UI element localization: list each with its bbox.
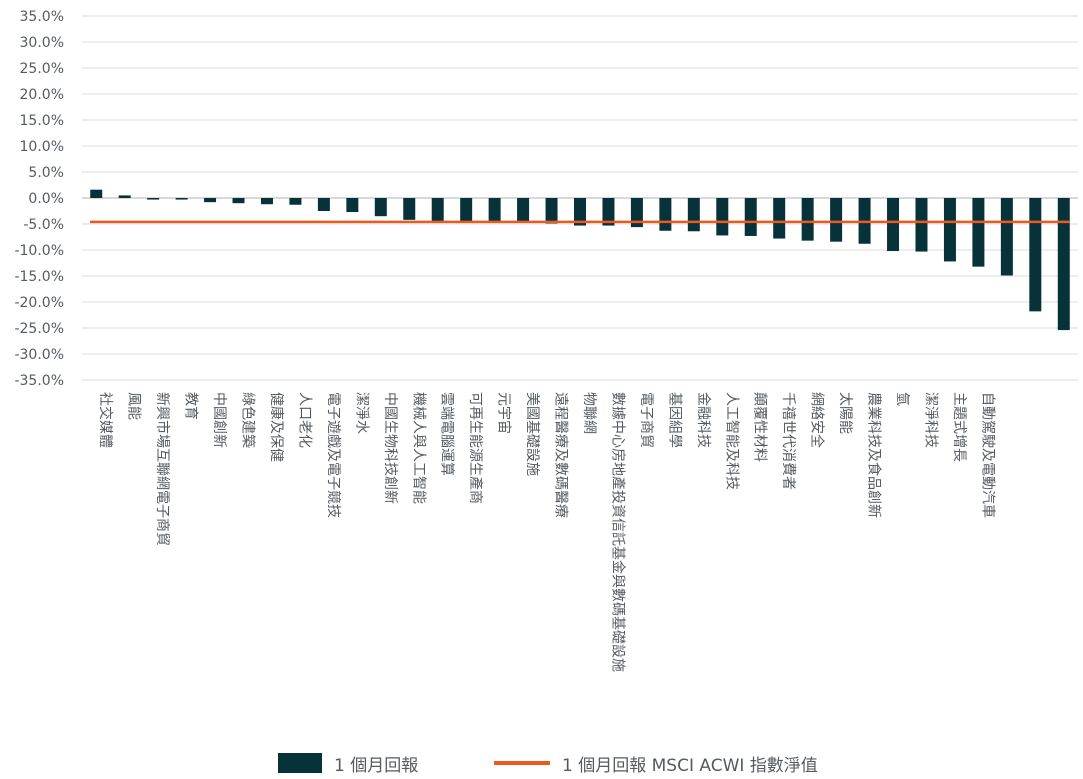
- y-tick-label: 0.0%: [28, 191, 64, 207]
- x-tick-label: 雲端電腦運算: [439, 392, 455, 476]
- legend-label-bar: 1 個月回報: [334, 755, 419, 776]
- bar: [773, 198, 786, 239]
- bar: [1000, 198, 1013, 276]
- bar: [175, 198, 188, 200]
- bar: [90, 189, 103, 198]
- x-tick-label: 物聯網: [581, 392, 597, 434]
- y-tick-label: 30.0%: [20, 35, 64, 51]
- x-tick-label: 美國基礎設施: [524, 392, 541, 476]
- x-tick-label: 機械人與人工智能: [410, 392, 426, 504]
- bar: [403, 198, 416, 220]
- bar: [1029, 198, 1042, 312]
- bar: [630, 198, 643, 228]
- x-tick-label: 風能: [126, 392, 142, 420]
- x-tick-label: 可再生能源生產商: [467, 392, 484, 504]
- bar: [517, 198, 530, 223]
- bar: [1057, 198, 1070, 331]
- x-tick-label: 社交媒體: [97, 392, 114, 448]
- x-tick-label: 網絡安全: [809, 392, 826, 448]
- bar: [687, 198, 700, 232]
- x-tick-label: 數據中心房地產投資信託基金與數碼基礎設施: [609, 392, 626, 672]
- x-tick-label: 潔淨科技: [922, 392, 938, 448]
- legend: 1 個月回報 1 個月回報 MSCI ACWI 指數淨值: [0, 748, 1083, 778]
- x-tick-label: 電子商貿: [638, 392, 654, 448]
- legend-item-bar: 1 個月回報: [278, 748, 418, 778]
- bar: [204, 198, 217, 203]
- x-tick-label: 人工智能及科技: [723, 392, 739, 490]
- bar: [118, 195, 131, 198]
- y-tick-label: -20.0%: [14, 295, 64, 311]
- bar: [659, 198, 672, 231]
- bar: [574, 198, 586, 226]
- bar: [602, 198, 615, 226]
- x-tick-label: 主題式增長: [951, 392, 967, 462]
- x-tick-label: 教育: [183, 392, 199, 420]
- x-tick-label: 太陽能: [837, 392, 853, 434]
- x-tick-label: 中國生物科技創新: [382, 392, 398, 504]
- bar: [460, 198, 473, 222]
- legend-item-line: 1 個月回報 MSCI ACWI 指數淨值: [494, 748, 818, 778]
- x-tick-label: 潔淨水: [353, 392, 369, 434]
- bar: [943, 198, 956, 262]
- bar: [915, 198, 928, 252]
- y-tick-label: -30.0%: [14, 347, 64, 363]
- bar: [972, 198, 985, 267]
- x-tick-label: 自動駕駛及電動汽車: [979, 392, 996, 518]
- bar: [232, 198, 245, 204]
- x-tick-label: 千禧世代消費者: [780, 392, 796, 490]
- x-tick-label: 農業科技及食品創新: [866, 392, 883, 518]
- bar: [431, 198, 444, 222]
- x-tick-label: 基因組學: [666, 392, 683, 448]
- bar: [744, 198, 757, 236]
- y-tick-label: -15.0%: [14, 269, 64, 285]
- bar: [346, 198, 359, 213]
- x-tick-label: 元宇宙: [496, 392, 512, 434]
- legend-swatch-line: [494, 761, 550, 765]
- bar: [260, 198, 273, 205]
- y-tick-label: -25.0%: [14, 321, 64, 337]
- y-tick-label: -35.0%: [14, 373, 64, 389]
- bar: [147, 198, 160, 200]
- x-tick-label: 氫: [894, 392, 910, 406]
- y-tick-label: -5.0%: [23, 217, 64, 233]
- y-tick-label: 15.0%: [20, 113, 64, 129]
- x-tick-label: 人口老化: [296, 392, 312, 448]
- y-tick-label: -10.0%: [14, 243, 64, 259]
- bar: [716, 198, 729, 236]
- x-tick-label: 綠色建築: [240, 392, 257, 448]
- bar: [374, 198, 387, 217]
- y-tick-label: 20.0%: [20, 87, 64, 103]
- x-tick-label: 顛覆性材料: [752, 392, 768, 462]
- legend-label-line: 1 個月回報 MSCI ACWI 指數淨值: [562, 755, 818, 776]
- x-tick-label: 中國創新: [211, 392, 227, 448]
- legend-swatch-bar: [278, 753, 322, 773]
- y-tick-label: 25.0%: [20, 61, 64, 77]
- bar: [488, 198, 501, 222]
- bar: [887, 198, 900, 252]
- y-tick-label: 10.0%: [20, 139, 64, 155]
- y-tick-label: 5.0%: [28, 165, 64, 181]
- bar: [545, 198, 558, 224]
- x-tick-label: 健康及保健: [268, 392, 285, 462]
- bar-chart: 35.0% 30.0% 25.0% 20.0% 15.0% 10.0% 5.0% 0.0% -5…: [14, 9, 1078, 672]
- bar: [830, 198, 843, 242]
- x-tick-label: 電子遊戲及電子競技: [325, 392, 341, 518]
- x-tick-label: 遠程醫療及數碼醫療: [553, 392, 570, 518]
- bar: [801, 198, 814, 241]
- bar: [289, 198, 302, 205]
- y-tick-label: 35.0%: [20, 9, 64, 25]
- x-tick-label: 金融科技: [695, 392, 711, 448]
- bar: [317, 198, 330, 211]
- x-tick-label: 新興市場互聯網電子商貿: [154, 392, 171, 546]
